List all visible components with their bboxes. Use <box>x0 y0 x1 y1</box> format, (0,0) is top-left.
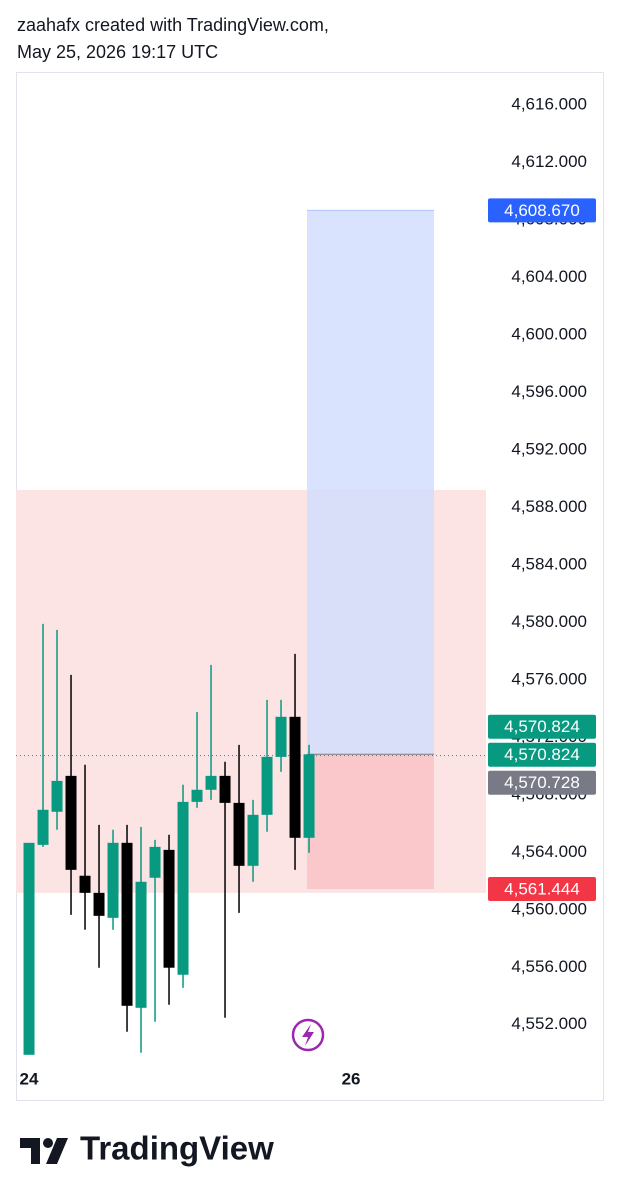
candle-body <box>233 802 245 866</box>
header-line: May 25, 2026 19:17 UTC <box>17 42 218 62</box>
price-label: 4,608.670 <box>504 201 580 220</box>
candle-body <box>177 801 189 975</box>
price-label-box <box>488 770 596 795</box>
candle-body <box>149 846 161 878</box>
logo <box>20 1138 68 1164</box>
y-tick-label: 4,584.000 <box>511 554 587 573</box>
plot <box>16 209 486 1055</box>
candle-body <box>135 881 147 1008</box>
alert-icon <box>291 1018 325 1052</box>
y-tick-label: 4,564.000 <box>511 842 587 861</box>
price-label: 4,570.824 <box>504 717 580 736</box>
y-tick-label: 4,556.000 <box>511 957 587 976</box>
y-tick-label: 4,604.000 <box>511 267 587 286</box>
price-label: 4,561.444 <box>504 880 580 899</box>
y-tick-label: 4,612.000 <box>511 152 587 171</box>
candle-body <box>303 754 315 838</box>
candle-body <box>121 842 133 1006</box>
y-tick-label: 4,600.000 <box>511 324 587 343</box>
y-tick-label: 4,552.000 <box>511 1014 587 1033</box>
candle-body <box>247 814 259 866</box>
price-label: 4,570.824 <box>504 745 580 764</box>
stop-zone <box>307 754 434 890</box>
candle-body <box>261 756 273 815</box>
header-line: zaahafx created with TradingView.com, <box>17 15 329 35</box>
target-zone <box>307 210 434 755</box>
y-tick-label: 4,560.000 <box>511 899 587 918</box>
y-tick-label: 4,580.000 <box>511 612 587 631</box>
y-tick-label: 4,588.000 <box>511 497 587 516</box>
candle-body <box>51 780 63 812</box>
candle-body <box>107 842 119 918</box>
alert-bolt <box>302 1024 314 1046</box>
y-tick-label: 4,616.000 <box>511 95 587 114</box>
x-tick-label: 24 <box>20 1069 39 1088</box>
price-label-box <box>488 742 596 767</box>
candle-body <box>191 789 203 802</box>
candle-body <box>79 875 91 893</box>
price-label-box <box>488 714 596 739</box>
price-label-box <box>488 877 596 902</box>
price-label: 4,570.728 <box>504 773 580 792</box>
brand: TradingView <box>80 1130 274 1167</box>
candle-body <box>37 809 49 845</box>
candle-body <box>23 842 35 1055</box>
x-tick-label: 26 <box>342 1069 361 1088</box>
candle-body <box>93 892 105 916</box>
candle-body <box>65 775 77 870</box>
candle-body <box>219 775 231 803</box>
y-tick-label: 4,576.000 <box>511 669 587 688</box>
candle-body <box>205 775 217 790</box>
candle-body <box>289 716 301 838</box>
y-tick-label: 4,592.000 <box>511 439 587 458</box>
candle-body <box>275 716 287 757</box>
candle-body <box>163 849 175 968</box>
y-tick-label: 4,596.000 <box>511 382 587 401</box>
price-label-box <box>488 198 596 223</box>
